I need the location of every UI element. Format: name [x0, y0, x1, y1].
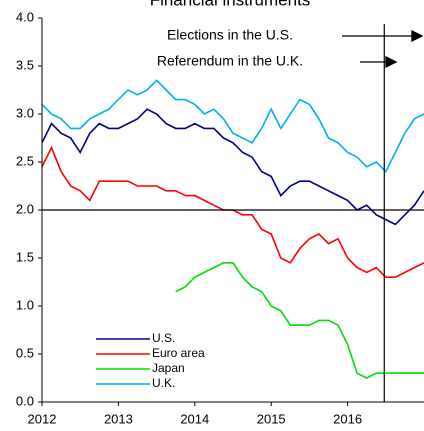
annotation-arrows: [342, 29, 424, 69]
x-tick-label: 2014: [180, 411, 209, 426]
series-line: [175, 262, 424, 379]
y-tick-label: 2.0: [16, 201, 34, 216]
legend-label: Euro area: [152, 346, 205, 360]
annotation: Referendum in the U.K.: [157, 53, 303, 69]
annotation: Elections in the U.S.: [167, 27, 293, 43]
y-tick-label: 3.5: [16, 57, 34, 72]
x-tick-label: 2016: [333, 411, 362, 426]
y-tick-label: 1.0: [16, 297, 34, 312]
arrow-head: [385, 55, 398, 69]
y-tick-label: 0.0: [16, 393, 34, 408]
x-tick-label: 2015: [257, 411, 286, 426]
y-tick-label: 0.5: [16, 345, 34, 360]
x-tick-label: 2012: [28, 411, 57, 426]
chart-title: Financial instruments: [150, 0, 311, 9]
arrow-head: [411, 29, 424, 43]
y-tick-label: 3.0: [16, 105, 34, 120]
y-tick-label: 1.5: [16, 249, 34, 264]
series-line: [41, 79, 424, 173]
legend-label: U.K.: [152, 376, 175, 390]
legend-label: U.S.: [152, 331, 175, 345]
series-line: [41, 108, 424, 226]
y-tick-label: 2.5: [16, 153, 34, 168]
x-tick-label: 2013: [104, 411, 133, 426]
legend-label: Japan: [152, 361, 185, 375]
y-tick-label: 4.0: [16, 9, 34, 24]
